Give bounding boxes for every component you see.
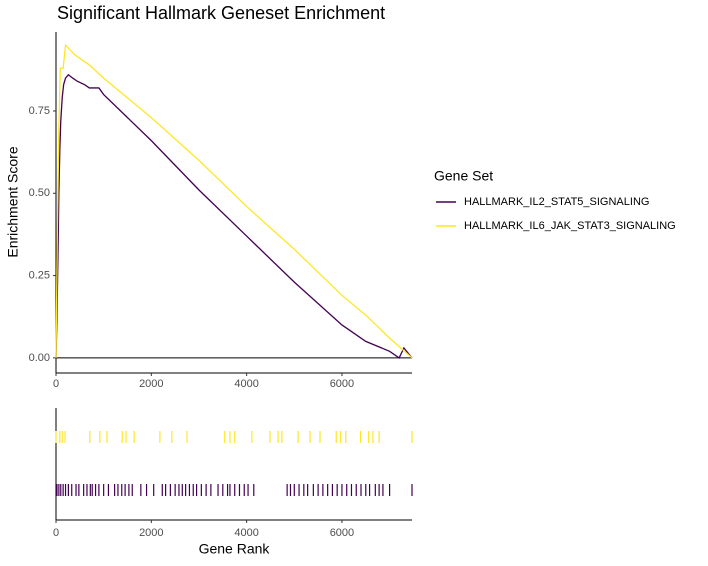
y-tick-label: 0.25 [29,269,50,281]
legend-label: HALLMARK_IL2_STAT5_SIGNALING [464,196,649,208]
x-tick-label: 0 [53,527,59,539]
legend-label: HALLMARK_IL6_JAK_STAT3_SIGNALING [464,220,676,232]
x-tick-label: 2000 [139,527,163,539]
legend-title: Gene Set [434,168,493,184]
x-tick-label: 6000 [330,527,354,539]
x-axis-label: Gene Rank [199,541,271,557]
y-axis-label: Enrichment Score [5,146,21,257]
y-tick-label: 0.75 [29,105,50,117]
x-tick-label: 0 [53,378,59,390]
x-tick-label: 4000 [234,378,258,390]
x-tick-label: 2000 [139,378,163,390]
enrichment-line [55,43,413,359]
y-tick-label: 0.50 [29,187,50,199]
enrichment-line [55,73,413,359]
y-tick-label: 0.00 [29,352,50,364]
x-tick-label: 4000 [234,527,258,539]
x-tick-label: 6000 [330,378,354,390]
chart-title: Significant Hallmark Geneset Enrichment [57,3,385,23]
